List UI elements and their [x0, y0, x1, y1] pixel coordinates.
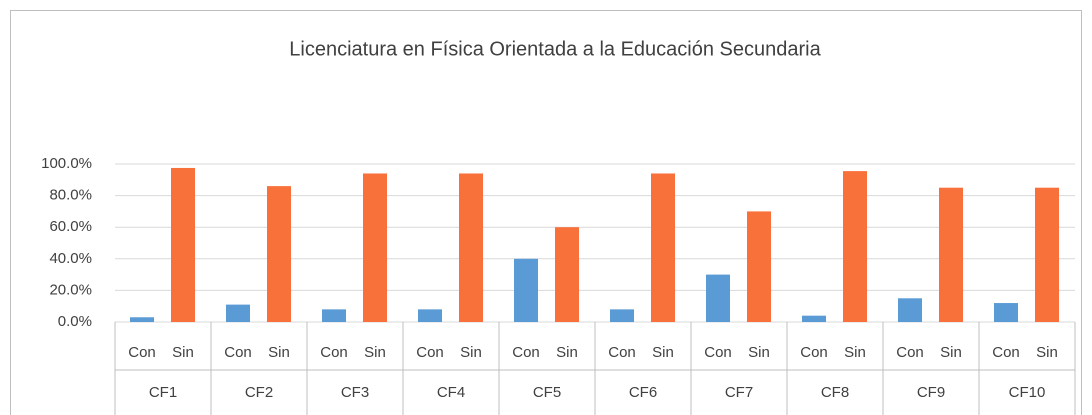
x-subcategory-label: Con [896, 344, 924, 361]
x-tick-label: CF7 [725, 384, 753, 401]
bar [898, 298, 922, 322]
x-subcategory-label: Sin [172, 344, 194, 361]
bar [322, 309, 346, 322]
bar [514, 258, 538, 322]
x-subcategory-label: Sin [268, 344, 290, 361]
bar [418, 309, 442, 322]
x-tick-label: CF6 [629, 384, 657, 401]
bar [610, 309, 634, 322]
bar [1035, 187, 1059, 322]
y-tick-label: 0.0% [58, 313, 92, 330]
x-subcategory-label: Con [608, 344, 636, 361]
chart-title: Licenciatura en Física Orientada a la Ed… [289, 38, 821, 60]
bar [706, 274, 730, 322]
x-subcategory-label: Con [512, 344, 540, 361]
bar [363, 173, 387, 322]
x-tick-label: CF3 [341, 384, 369, 401]
x-tick-label: CF8 [821, 384, 849, 401]
y-tick-label: 60.0% [49, 218, 92, 235]
bar [994, 303, 1018, 322]
x-subcategory-label: Sin [844, 344, 866, 361]
x-subcategory-label: Con [224, 344, 252, 361]
bar [459, 173, 483, 322]
bar [267, 186, 291, 322]
x-subcategory-label: Con [800, 344, 828, 361]
bar [747, 211, 771, 322]
bar [843, 171, 867, 322]
x-subcategory-label: Con [416, 344, 444, 361]
x-tick-label: CF1 [149, 384, 177, 401]
x-tick-label: CF5 [533, 384, 561, 401]
x-subcategory-label: Con [992, 344, 1020, 361]
x-subcategory-label: Sin [460, 344, 482, 361]
x-subcategory-label: Sin [556, 344, 578, 361]
bar [130, 317, 154, 322]
x-subcategory-label: Sin [940, 344, 962, 361]
bar [802, 315, 826, 322]
x-subcategory-label: Con [320, 344, 348, 361]
x-subcategory-label: Con [128, 344, 156, 361]
x-subcategory-label: Con [704, 344, 732, 361]
x-subcategory-label: Sin [652, 344, 674, 361]
x-subcategory-label: Sin [748, 344, 770, 361]
x-tick-label: CF4 [437, 384, 465, 401]
y-tick-label: 20.0% [49, 281, 92, 298]
y-tick-label: 100.0% [41, 155, 92, 172]
x-tick-label: CF9 [917, 384, 945, 401]
x-tick-label: CF10 [1009, 384, 1046, 401]
x-subcategory-label: Sin [364, 344, 386, 361]
x-subcategory-label: Sin [1036, 344, 1058, 361]
x-tick-label: CF2 [245, 384, 273, 401]
bar [171, 167, 195, 322]
bar [939, 187, 963, 322]
bar [226, 304, 250, 322]
bar [651, 173, 675, 322]
bar [555, 227, 579, 322]
y-tick-label: 80.0% [49, 187, 92, 204]
y-tick-label: 40.0% [49, 250, 92, 267]
